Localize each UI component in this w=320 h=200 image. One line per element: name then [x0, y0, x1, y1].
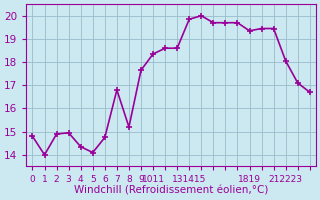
X-axis label: Windchill (Refroidissement éolien,°C): Windchill (Refroidissement éolien,°C): [74, 186, 268, 196]
